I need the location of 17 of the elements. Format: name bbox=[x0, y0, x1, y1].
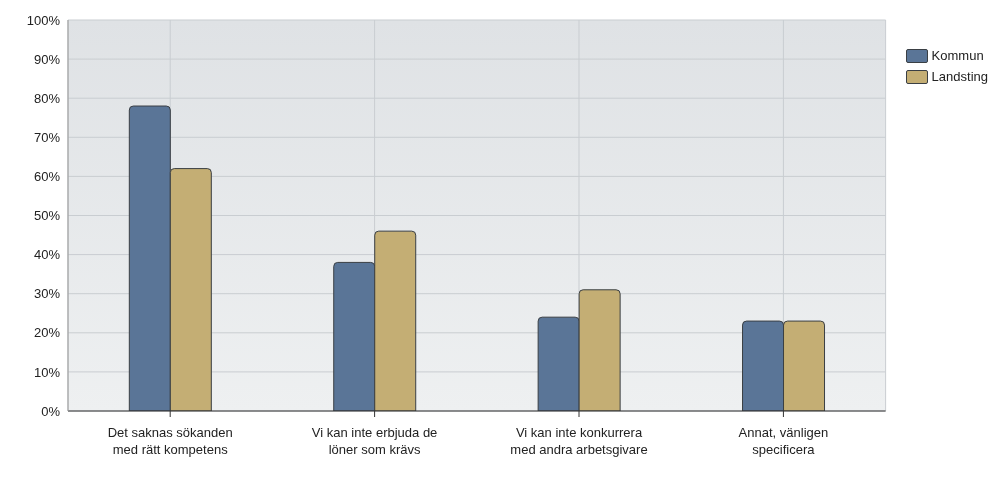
y-tick-label: 40% bbox=[33, 247, 61, 263]
y-tick-label: 60% bbox=[33, 169, 61, 185]
y-tick-label: 100% bbox=[26, 12, 61, 28]
y-tick-label: 10% bbox=[33, 364, 61, 380]
y-tick-label: 20% bbox=[33, 325, 61, 341]
y-tick-label: 30% bbox=[33, 286, 61, 302]
legend-label: Kommun bbox=[931, 48, 984, 63]
y-tick-label: 50% bbox=[33, 208, 61, 224]
y-tick-label: 80% bbox=[33, 90, 61, 106]
x-tick-label: Det saknas sökanden med rätt kompetens bbox=[107, 425, 233, 457]
y-tick-label: 0% bbox=[41, 403, 61, 419]
x-tick-label: Vi kan inte erbjuda de löner som krävs bbox=[311, 425, 438, 457]
x-tick-label: Annat, vänligen specificera bbox=[738, 425, 829, 457]
y-tick-label: 90% bbox=[33, 51, 61, 67]
legend-label: Landsting bbox=[931, 69, 988, 84]
y-tick-label: 70% bbox=[33, 129, 61, 145]
x-tick-label: Vi kan inte konkurrera med andra arbetsgivare bbox=[510, 425, 648, 457]
